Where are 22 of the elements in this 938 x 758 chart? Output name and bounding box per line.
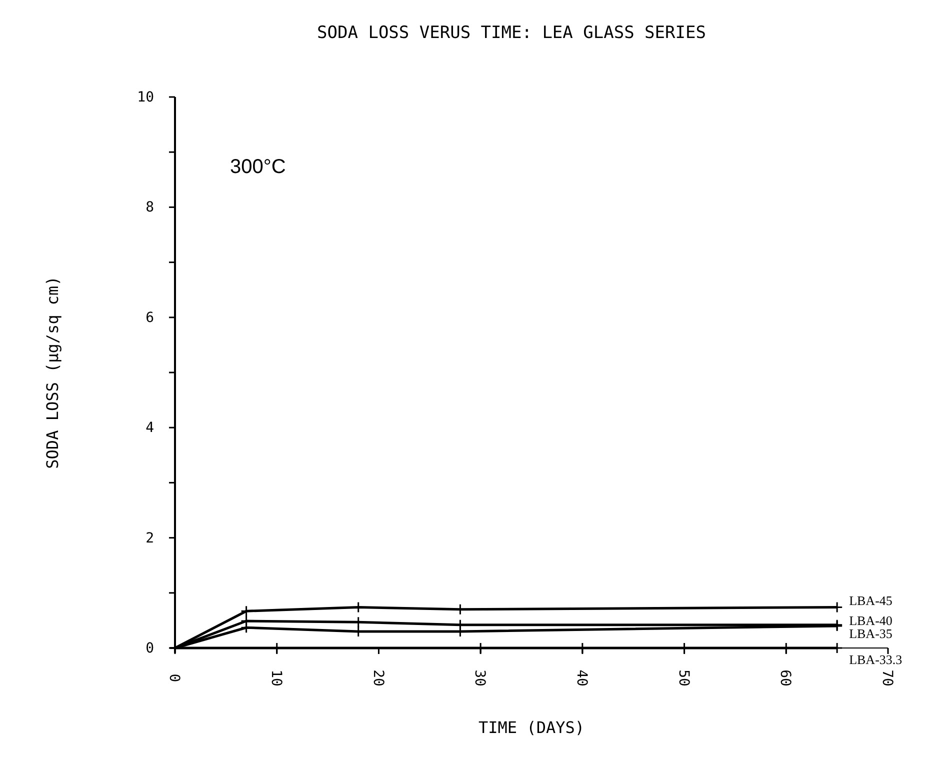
series-label: LBA-40 (849, 612, 892, 628)
y-axis-title: SODA LOSS (µg/sq cm) (43, 276, 62, 469)
x-tick-label: 40 (574, 670, 590, 686)
legend-label: LBA-33.3 (849, 652, 902, 667)
x-tick-label: 10 (268, 670, 284, 686)
y-tick-label: 8 (146, 200, 154, 216)
chart-title: SODA LOSS VERUS TIME: LEA GLASS SERIES (317, 23, 706, 43)
series-label: LBA-45 (849, 593, 892, 608)
x-tick-label: 70 (879, 670, 896, 686)
x-tick-label: 50 (675, 670, 692, 686)
x-tick-label: 30 (472, 670, 488, 686)
x-tick-label: 60 (777, 670, 794, 686)
x-tick-label: 0 (166, 674, 182, 682)
x-axis-title: TIME (DAYS) (478, 718, 584, 737)
y-tick-label: 10 (137, 89, 154, 106)
x-tick-label: 20 (370, 670, 386, 686)
y-tick-label: 2 (146, 530, 154, 546)
y-tick-label: 6 (146, 310, 154, 326)
y-tick-label: 0 (146, 640, 154, 656)
y-tick-label: 4 (146, 420, 154, 436)
annotation: 300°C (230, 156, 286, 178)
series-label: LBA-35 (849, 626, 892, 641)
